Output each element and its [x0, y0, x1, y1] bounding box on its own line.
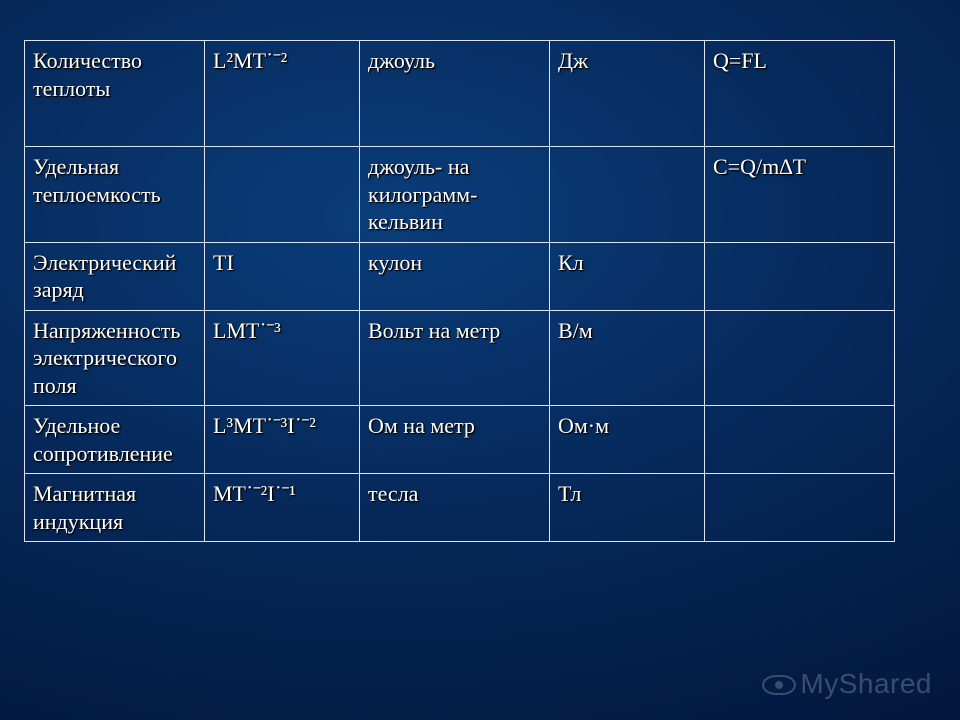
cell-formula — [705, 406, 895, 474]
table-row: Количество теплоты L²MT˙ˉ² джоуль Дж Q=F… — [25, 41, 895, 147]
cell-quantity: Удельная теплоемкость — [25, 147, 205, 243]
cell-dimension: LMT˙ˉ³ — [205, 310, 360, 406]
watermark: MyShared — [762, 668, 932, 700]
cell-unit-symbol: Кл — [550, 242, 705, 310]
cell-formula — [705, 474, 895, 542]
cell-quantity: Напряженность электрического поля — [25, 310, 205, 406]
watermark-text: MyShared — [800, 668, 932, 699]
cell-unit-symbol: Тл — [550, 474, 705, 542]
cell-unit-name: Ом на метр — [360, 406, 550, 474]
table-row: Магнитная индукция MT˙ˉ²I˙ˉ¹ тесла Тл — [25, 474, 895, 542]
cell-unit-name: джоуль — [360, 41, 550, 147]
cell-dimension: TI — [205, 242, 360, 310]
cell-quantity: Удельное сопротивление — [25, 406, 205, 474]
cell-quantity: Электрический заряд — [25, 242, 205, 310]
cell-dimension: L²MT˙ˉ² — [205, 41, 360, 147]
physics-units-table: Количество теплоты L²MT˙ˉ² джоуль Дж Q=F… — [24, 40, 894, 542]
cell-dimension: MT˙ˉ²I˙ˉ¹ — [205, 474, 360, 542]
cell-formula: C=Q/m∆T — [705, 147, 895, 243]
cell-unit-symbol: Дж — [550, 41, 705, 147]
table-row: Удельное сопротивление L³MT˙ˉ³I˙ˉ² Ом на… — [25, 406, 895, 474]
cell-unit-symbol: Ом·м — [550, 406, 705, 474]
cell-formula — [705, 242, 895, 310]
table-row: Удельная теплоемкость джоуль- на килогра… — [25, 147, 895, 243]
table-row: Напряженность электрического поля LMT˙ˉ³… — [25, 310, 895, 406]
cell-quantity: Магнитная индукция — [25, 474, 205, 542]
cell-formula: Q=FL — [705, 41, 895, 147]
cell-unit-symbol: В/м — [550, 310, 705, 406]
eye-icon — [762, 675, 796, 695]
cell-unit-name: джоуль- на килограмм- кельвин — [360, 147, 550, 243]
cell-unit-symbol — [550, 147, 705, 243]
cell-unit-name: кулон — [360, 242, 550, 310]
cell-dimension: L³MT˙ˉ³I˙ˉ² — [205, 406, 360, 474]
cell-unit-name: тесла — [360, 474, 550, 542]
cell-formula — [705, 310, 895, 406]
cell-quantity: Количество теплоты — [25, 41, 205, 147]
table-row: Электрический заряд TI кулон Кл — [25, 242, 895, 310]
cell-dimension — [205, 147, 360, 243]
cell-unit-name: Вольт на метр — [360, 310, 550, 406]
table: Количество теплоты L²MT˙ˉ² джоуль Дж Q=F… — [24, 40, 895, 542]
